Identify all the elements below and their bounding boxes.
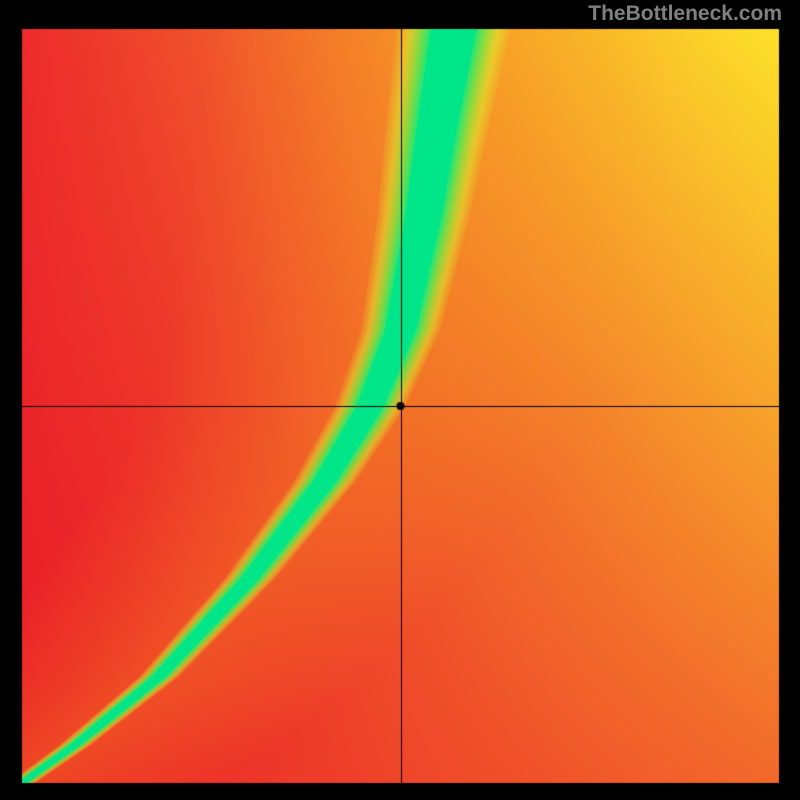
watermark-label: TheBottleneck.com: [588, 2, 782, 26]
heatmap-canvas: [0, 0, 800, 800]
chart-container: TheBottleneck.com: [0, 0, 800, 800]
